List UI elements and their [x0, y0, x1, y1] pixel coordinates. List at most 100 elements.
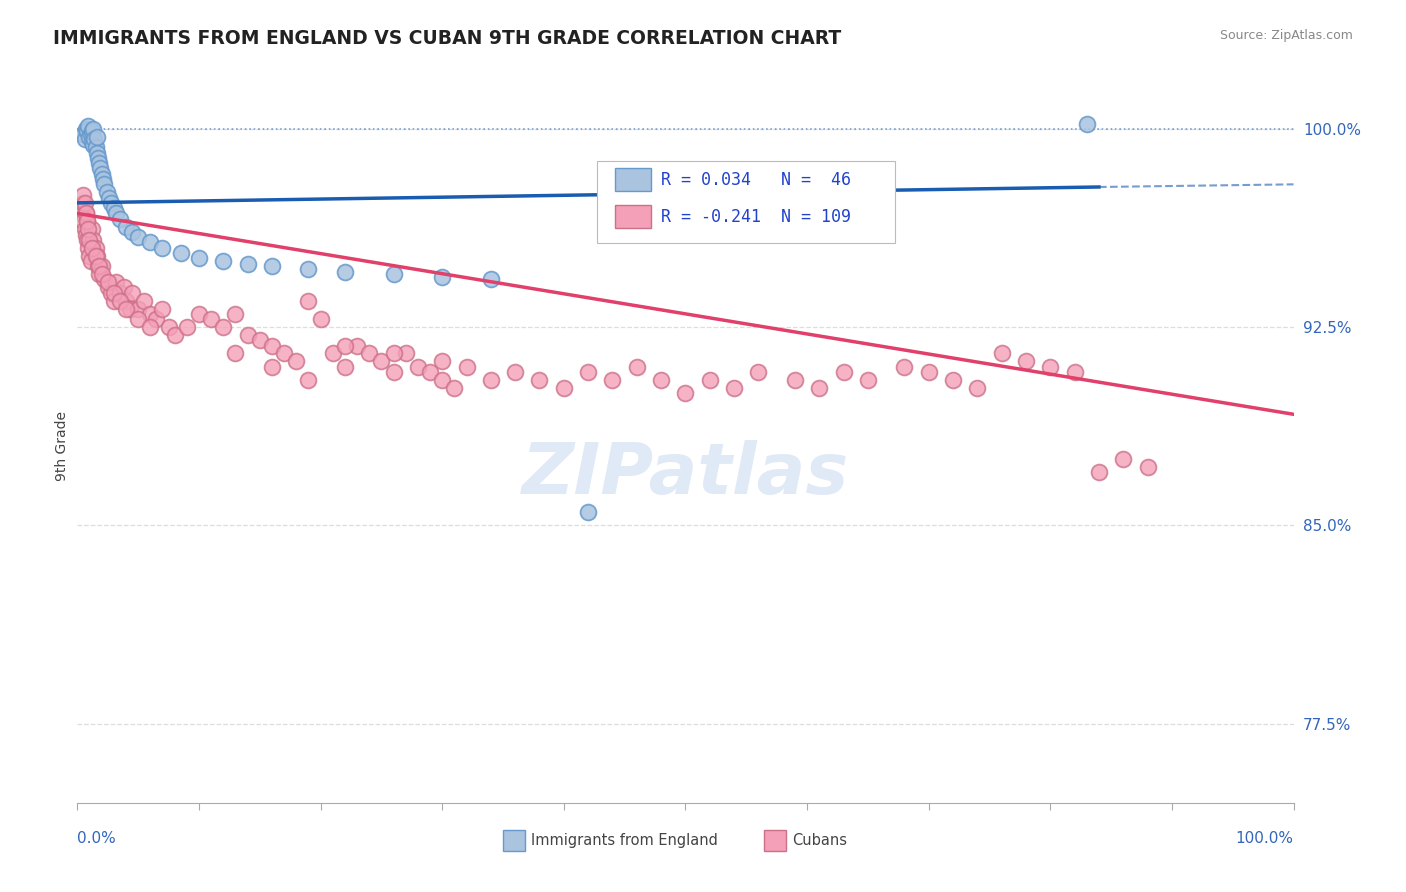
- FancyBboxPatch shape: [614, 205, 651, 228]
- Point: [675, 386, 697, 401]
- Point: [97, 190, 120, 204]
- Point: [152, 301, 174, 316]
- Text: Immigrants from England: Immigrants from England: [531, 833, 718, 848]
- Point: [108, 293, 131, 308]
- Point: [127, 230, 149, 244]
- Point: [139, 235, 162, 250]
- Point: [188, 252, 211, 266]
- Point: [1039, 359, 1062, 374]
- Point: [70, 201, 93, 215]
- Point: [100, 195, 122, 210]
- Point: [723, 381, 745, 395]
- Point: [90, 167, 112, 181]
- Point: [75, 206, 97, 220]
- Point: [72, 127, 94, 141]
- Point: [553, 381, 575, 395]
- Point: [70, 206, 93, 220]
- Point: [103, 285, 125, 300]
- Point: [966, 381, 988, 395]
- Point: [89, 260, 111, 274]
- Point: [115, 293, 138, 308]
- Point: [86, 249, 108, 263]
- Point: [942, 373, 965, 387]
- Point: [406, 359, 429, 374]
- Point: [382, 365, 405, 379]
- Point: [80, 135, 103, 149]
- Point: [1076, 117, 1098, 131]
- Point: [1136, 460, 1159, 475]
- Point: [576, 505, 599, 519]
- Point: [105, 206, 128, 220]
- Point: [80, 222, 103, 236]
- Point: [370, 354, 392, 368]
- Text: 100.0%: 100.0%: [1236, 831, 1294, 847]
- Point: [430, 373, 453, 387]
- Point: [115, 219, 138, 234]
- Point: [83, 132, 105, 146]
- Text: Source: ZipAtlas.com: Source: ZipAtlas.com: [1219, 29, 1353, 42]
- Point: [333, 264, 356, 278]
- Point: [90, 267, 112, 281]
- Point: [602, 373, 624, 387]
- Point: [89, 156, 111, 170]
- Point: [93, 178, 115, 192]
- Point: [576, 365, 599, 379]
- Point: [79, 249, 101, 263]
- Point: [152, 241, 174, 255]
- Point: [359, 346, 381, 360]
- Point: [89, 267, 111, 281]
- Point: [212, 320, 235, 334]
- Point: [76, 214, 98, 228]
- Point: [249, 333, 271, 347]
- Point: [90, 260, 112, 274]
- Point: [832, 365, 855, 379]
- Point: [97, 280, 120, 294]
- Point: [127, 301, 149, 316]
- Point: [118, 301, 141, 316]
- Point: [97, 275, 120, 289]
- Point: [80, 127, 103, 141]
- Point: [443, 381, 465, 395]
- Point: [108, 285, 131, 300]
- Point: [699, 198, 721, 212]
- Point: [430, 354, 453, 368]
- Point: [103, 293, 125, 308]
- Point: [346, 338, 368, 352]
- Point: [121, 285, 143, 300]
- Point: [224, 346, 246, 360]
- Point: [93, 272, 115, 286]
- Point: [72, 188, 94, 202]
- Point: [80, 241, 103, 255]
- Point: [77, 241, 100, 255]
- Point: [75, 227, 97, 242]
- Text: Cubans: Cubans: [793, 833, 848, 848]
- Point: [650, 373, 672, 387]
- Point: [1112, 452, 1135, 467]
- Point: [86, 145, 108, 160]
- Point: [699, 373, 721, 387]
- FancyBboxPatch shape: [614, 168, 651, 191]
- Point: [72, 195, 94, 210]
- Point: [297, 373, 319, 387]
- Point: [75, 206, 97, 220]
- Point: [236, 257, 259, 271]
- Point: [395, 346, 418, 360]
- Point: [260, 260, 283, 274]
- Point: [747, 365, 769, 379]
- FancyBboxPatch shape: [765, 830, 786, 851]
- Point: [73, 195, 96, 210]
- Point: [224, 307, 246, 321]
- Y-axis label: 9th Grade: 9th Grade: [55, 411, 69, 481]
- Point: [79, 233, 101, 247]
- Point: [479, 373, 502, 387]
- Point: [456, 359, 478, 374]
- Point: [285, 354, 308, 368]
- Point: [145, 312, 167, 326]
- Point: [170, 246, 193, 260]
- Point: [77, 222, 100, 236]
- Point: [918, 365, 941, 379]
- Text: R = 0.034   N =  46: R = 0.034 N = 46: [661, 171, 851, 189]
- Point: [419, 365, 441, 379]
- Point: [91, 172, 114, 186]
- Point: [79, 129, 101, 144]
